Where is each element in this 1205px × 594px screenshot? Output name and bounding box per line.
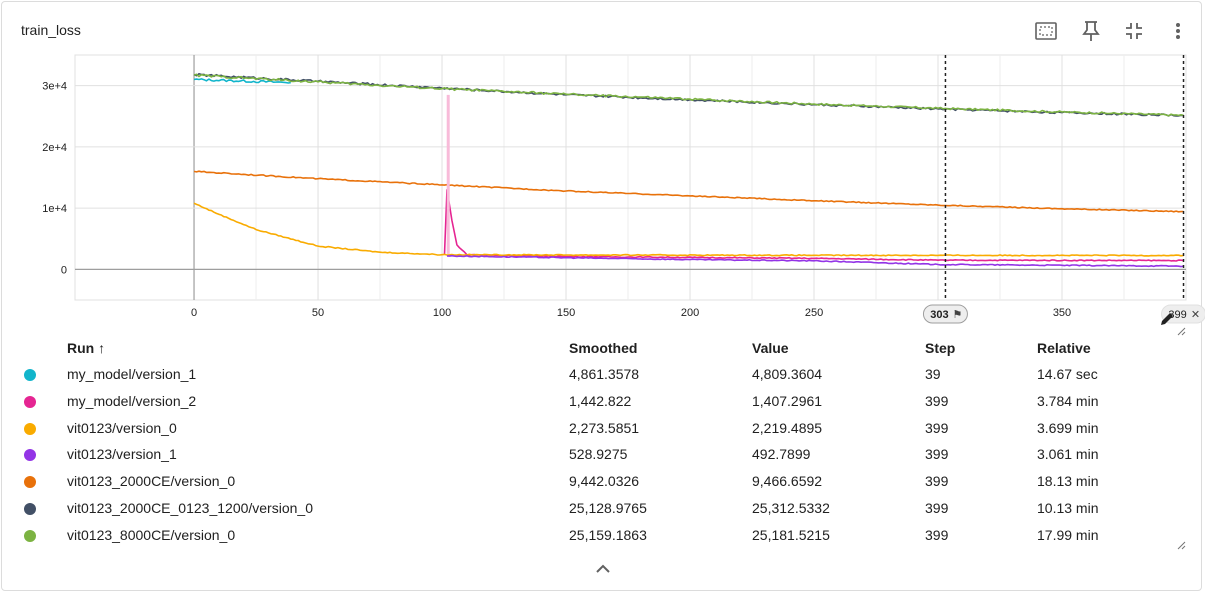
cell-value: 9,466.6592 xyxy=(752,473,823,490)
arrow-up-icon: ↑ xyxy=(98,340,106,356)
table-row[interactable]: vit0123/version_1 528.9275 492.7899 399 3.06… xyxy=(0,442,1205,468)
cell-run: vit0123_2000CE/version_0 xyxy=(67,473,236,490)
cell-smoothed: 1,442.822 xyxy=(569,392,632,409)
series-line xyxy=(193,202,1184,257)
run-color-swatch[interactable] xyxy=(24,476,36,489)
col-header-relative[interactable]: Relative xyxy=(1037,340,1091,356)
series-line xyxy=(446,254,1184,268)
y-tick-label: 0 xyxy=(61,264,67,276)
run-color-swatch[interactable] xyxy=(24,529,36,542)
cell-relative: 18.13 min xyxy=(1037,473,1099,490)
y-tick-label: 2e+4 xyxy=(42,142,67,154)
plot-frame xyxy=(74,54,1187,301)
cell-run: vit0123_8000CE/version_0 xyxy=(67,526,236,543)
cell-step: 39 xyxy=(925,366,941,382)
pin-icon: ⚑ xyxy=(953,309,963,321)
x-tick-label: 100 xyxy=(433,307,451,319)
expand-chevron-up-icon[interactable] xyxy=(594,562,612,580)
table-row[interactable]: vit0123_2000CE_0123_1200/version_0 25,128… xyxy=(0,496,1205,522)
cell-step: 399 xyxy=(925,419,949,436)
col-header-smoothed[interactable]: Smoothed xyxy=(569,340,638,356)
col-header-run[interactable]: Run ↑ xyxy=(67,340,106,356)
x-tick-label: 50 xyxy=(312,307,324,319)
chart-series xyxy=(193,72,1184,268)
cell-step: 399 xyxy=(925,500,949,516)
run-color-swatch[interactable] xyxy=(24,449,36,462)
cell-value: 4,809.3604 xyxy=(752,366,823,382)
cell-run: vit0123_2000CE_0123_1200/version_0 xyxy=(67,500,313,516)
line-chart[interactable]: 05010015020025030035001e+42e+43e+4 303⚑3… xyxy=(0,0,1205,340)
y-tick-label: 1e+4 xyxy=(42,203,67,215)
table-row[interactable]: my_model/version_1 4,861.3578 4,809.3604 39… xyxy=(0,362,1205,388)
step-markers[interactable]: 303 ⚑ 399 ✕ xyxy=(922,55,1205,324)
edit-icon[interactable] xyxy=(1158,310,1176,333)
x-tick-label: 150 xyxy=(557,307,575,319)
cell-value: 1,407.2961 xyxy=(752,392,823,409)
table-resize-handle[interactable] xyxy=(1176,537,1186,555)
cell-value: 25,312.5332 xyxy=(752,500,830,516)
step-marker-badge[interactable] xyxy=(922,304,968,324)
cell-value: 492.7899 xyxy=(752,446,811,463)
chart-axes: 05010015020025030035001e+42e+43e+4 xyxy=(42,81,1071,319)
chart-grid xyxy=(74,54,1187,301)
series-line xyxy=(193,78,291,84)
cell-relative: 3.784 min xyxy=(1037,392,1099,409)
series-line xyxy=(193,72,1184,117)
cell-smoothed: 4,861.3578 xyxy=(569,366,640,382)
cell-relative: 14.67 sec xyxy=(1037,366,1098,382)
x-tick-label: 0 xyxy=(191,307,197,319)
series-line xyxy=(193,73,1184,117)
table-row[interactable]: my_model/version_2 1,442.822 1,407.2961 399… xyxy=(0,389,1205,415)
run-color-swatch[interactable] xyxy=(24,422,36,435)
cell-run: vit0123/version_0 xyxy=(67,419,177,436)
table-row[interactable]: vit0123/version_0 2,273.5851 2,219.4895 399… xyxy=(0,416,1205,442)
cell-smoothed: 25,159.1863 xyxy=(569,526,647,543)
cell-relative: 3.061 min xyxy=(1037,446,1099,463)
cell-smoothed: 9,442.0326 xyxy=(569,473,640,490)
cell-smoothed: 25,128.9765 xyxy=(569,500,647,516)
step-marker-badge[interactable] xyxy=(1161,304,1205,324)
cell-step: 399 xyxy=(925,473,949,490)
table-row[interactable]: vit0123_2000CE/version_0 9,442.0326 9,466.… xyxy=(0,469,1205,495)
cell-relative: 3.699 min xyxy=(1037,419,1099,436)
more-vert-icon[interactable] xyxy=(1165,18,1191,44)
step-marker-label: 303 xyxy=(930,309,948,321)
cell-smoothed: 2,273.5851 xyxy=(569,419,640,436)
cell-relative: 17.99 min xyxy=(1037,526,1099,543)
cell-step: 399 xyxy=(925,392,949,409)
x-tick-label: 350 xyxy=(1053,307,1071,319)
run-color-swatch[interactable] xyxy=(24,395,36,408)
cell-value: 25,181.5215 xyxy=(752,526,830,543)
y-tick-label: 3e+4 xyxy=(42,81,67,93)
cell-step: 399 xyxy=(925,526,949,543)
series-line xyxy=(193,170,1184,213)
card-title: train_loss xyxy=(21,22,81,38)
series-line xyxy=(443,189,1184,262)
cell-step: 399 xyxy=(925,446,949,463)
collapse-icon[interactable] xyxy=(1121,18,1147,44)
cell-value: 2,219.4895 xyxy=(752,419,823,436)
chart-resize-handle[interactable] xyxy=(1176,323,1186,341)
cell-smoothed: 528.9275 xyxy=(569,446,628,463)
x-tick-label: 250 xyxy=(805,307,823,319)
run-color-swatch[interactable] xyxy=(24,503,36,515)
col-header-value[interactable]: Value xyxy=(752,340,789,356)
col-header-step[interactable]: Step xyxy=(925,340,956,356)
pin-icon[interactable] xyxy=(1078,18,1104,44)
cell-run: vit0123/version_1 xyxy=(67,446,177,463)
close-icon: ✕ xyxy=(1191,309,1200,321)
cell-run: my_model/version_2 xyxy=(67,392,197,409)
table-row[interactable]: vit0123_8000CE/version_0 25,159.1863 25,18… xyxy=(0,523,1205,549)
x-tick-label: 200 xyxy=(681,307,699,319)
cell-relative: 10.13 min xyxy=(1037,500,1099,516)
run-color-swatch[interactable] xyxy=(24,369,36,381)
cell-run: my_model/version_1 xyxy=(67,366,197,382)
step-marker-label: 399 xyxy=(1168,309,1186,321)
fit-domain-icon[interactable] xyxy=(1033,18,1059,44)
